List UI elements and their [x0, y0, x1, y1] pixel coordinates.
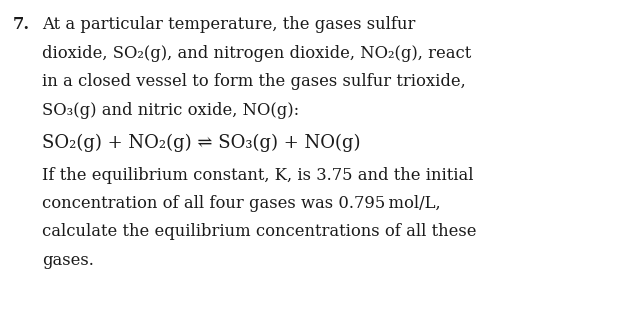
Text: If the equilibrium constant, K, is 3.75 and the initial: If the equilibrium constant, K, is 3.75 …: [42, 167, 473, 183]
Text: gases.: gases.: [42, 252, 94, 269]
Text: SO₃(g) and nitric oxide, NO(g):: SO₃(g) and nitric oxide, NO(g):: [42, 101, 299, 119]
Text: concentration of all four gases was 0.795 mol/L,: concentration of all four gases was 0.79…: [42, 195, 441, 212]
Text: dioxide, SO₂(g), and nitrogen dioxide, NO₂(g), react: dioxide, SO₂(g), and nitrogen dioxide, N…: [42, 44, 471, 61]
Text: At a particular temperature, the gases sulfur: At a particular temperature, the gases s…: [42, 16, 415, 33]
Text: in a closed vessel to form the gases sulfur trioxide,: in a closed vessel to form the gases sul…: [42, 73, 466, 90]
Text: 7.: 7.: [13, 16, 30, 33]
Text: calculate the equilibrium concentrations of all these: calculate the equilibrium concentrations…: [42, 223, 477, 240]
Text: SO₂(g) + NO₂(g) ⇌ SO₃(g) + NO(g): SO₂(g) + NO₂(g) ⇌ SO₃(g) + NO(g): [42, 134, 360, 152]
